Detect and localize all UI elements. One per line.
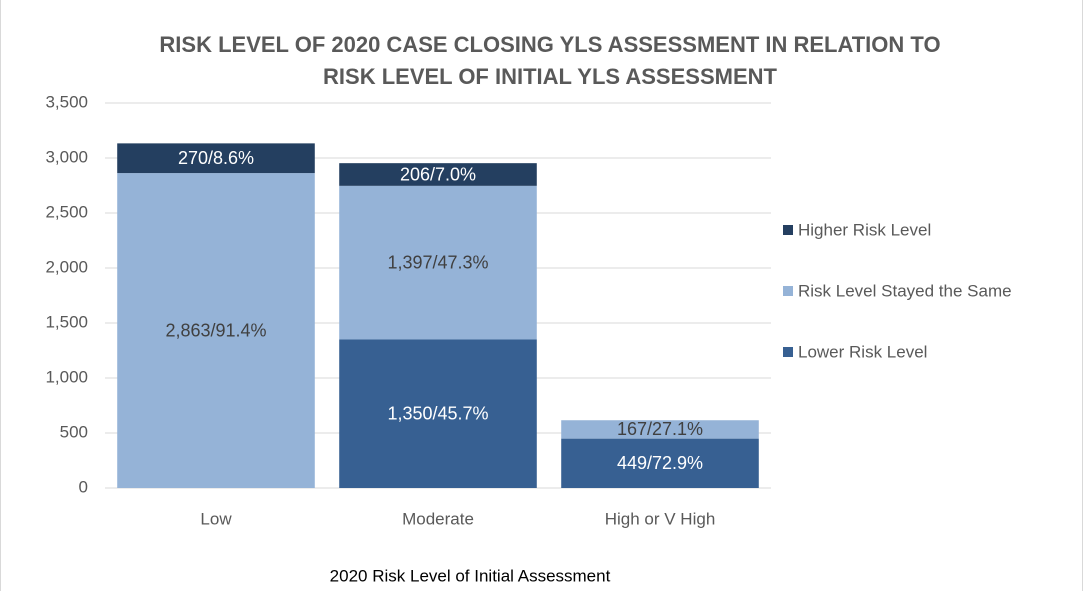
y-tick-label: 2,500 <box>45 202 88 221</box>
data-label: 167/27.1% <box>617 419 703 439</box>
legend-swatch <box>783 286 793 296</box>
x-tick-label: High or V High <box>605 509 716 528</box>
y-tick-label: 500 <box>60 422 88 441</box>
legend-label: Risk Level Stayed the Same <box>798 281 1012 300</box>
data-label: 206/7.0% <box>400 164 476 184</box>
legend-swatch <box>783 347 793 357</box>
bar-segment <box>117 143 315 174</box>
x-tick-label: Low <box>200 509 232 528</box>
y-tick-label: 3,500 <box>45 92 88 111</box>
y-tick-label: 1,000 <box>45 367 88 386</box>
x-axis-label: 2020 Risk Level of Initial Assessment <box>330 566 611 585</box>
bar-segment <box>117 173 315 488</box>
data-label: 1,350/45.7% <box>387 404 488 424</box>
y-tick-label: 2,000 <box>45 257 88 276</box>
bar-segment <box>561 438 759 488</box>
y-tick-label: 3,000 <box>45 147 88 166</box>
y-tick-label: 1,500 <box>45 312 88 331</box>
data-label: 449/72.9% <box>617 453 703 473</box>
legend-label: Lower Risk Level <box>798 342 927 361</box>
bar-segment <box>339 163 537 186</box>
x-tick-label: Moderate <box>402 509 474 528</box>
data-label: 270/8.6% <box>178 148 254 168</box>
y-tick-label: 0 <box>79 477 88 496</box>
bar-segment <box>339 185 537 340</box>
data-label: 2,863/91.4% <box>165 320 266 340</box>
legend-label: Higher Risk Level <box>798 220 931 239</box>
data-label: 1,397/47.3% <box>387 252 488 272</box>
chart-title: RISK LEVEL OF 2020 CASE CLOSING YLS ASSE… <box>159 32 940 57</box>
legend-swatch <box>783 225 793 235</box>
bar-segment <box>339 339 537 488</box>
bar-segment <box>561 420 759 439</box>
chart-title: RISK LEVEL OF INITIAL YLS ASSESSMENT <box>323 64 777 89</box>
